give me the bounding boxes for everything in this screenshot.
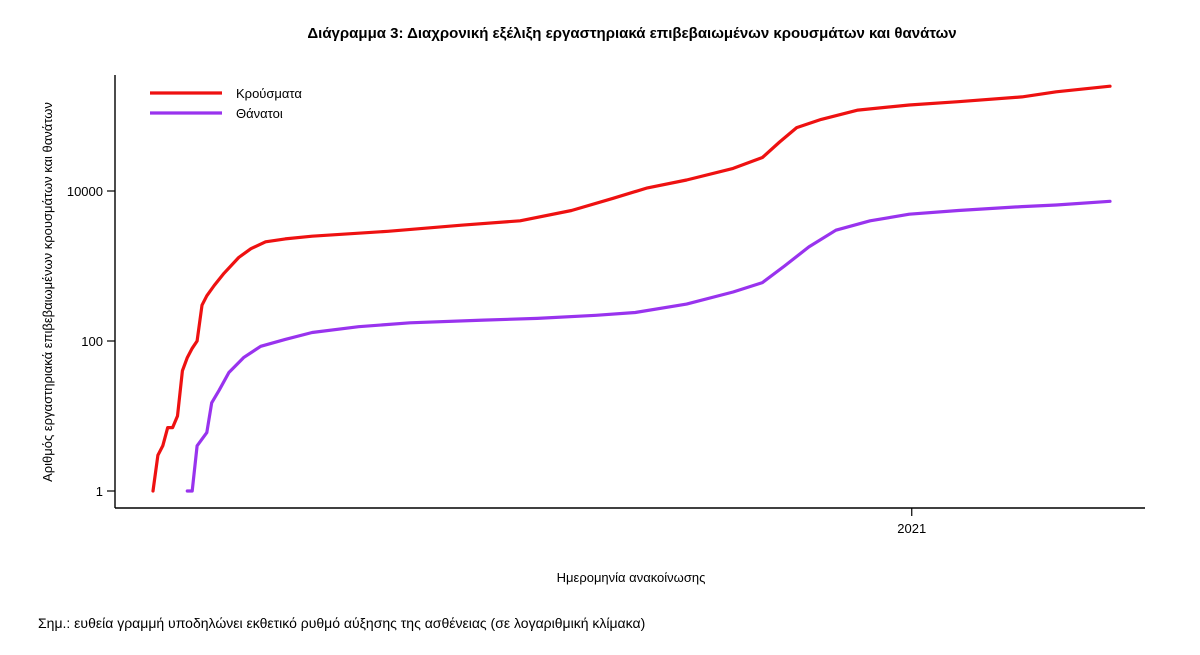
- legend-label: Θάνατοι: [236, 106, 283, 121]
- x-tick-label: 2021: [897, 521, 926, 536]
- series-line: [185, 199, 1112, 493]
- chart-note: Σημ.: ευθεία γραμμή υποδηλώνει εκθετικό …: [38, 615, 646, 631]
- legend-label: Κρούσματα: [236, 86, 302, 101]
- y-tick-label: 100: [81, 334, 103, 349]
- x-axis-label: Ημερομηνία ανακοίνωσης: [557, 570, 706, 585]
- y-tick-label: 1: [96, 484, 103, 499]
- y-tick-label: 10000: [67, 184, 103, 199]
- series-line: [151, 84, 1112, 493]
- chart-title: Διάγραμμα 3: Διαχρονική εξέλιξη εργαστηρ…: [307, 25, 956, 42]
- y-axis-label: Αριθμός εργαστηριακά επιβεβαιωμένων κρου…: [40, 102, 55, 482]
- plot-area: 1 100 10000 2021 Κρούσματα Θάνατοι: [67, 75, 1145, 536]
